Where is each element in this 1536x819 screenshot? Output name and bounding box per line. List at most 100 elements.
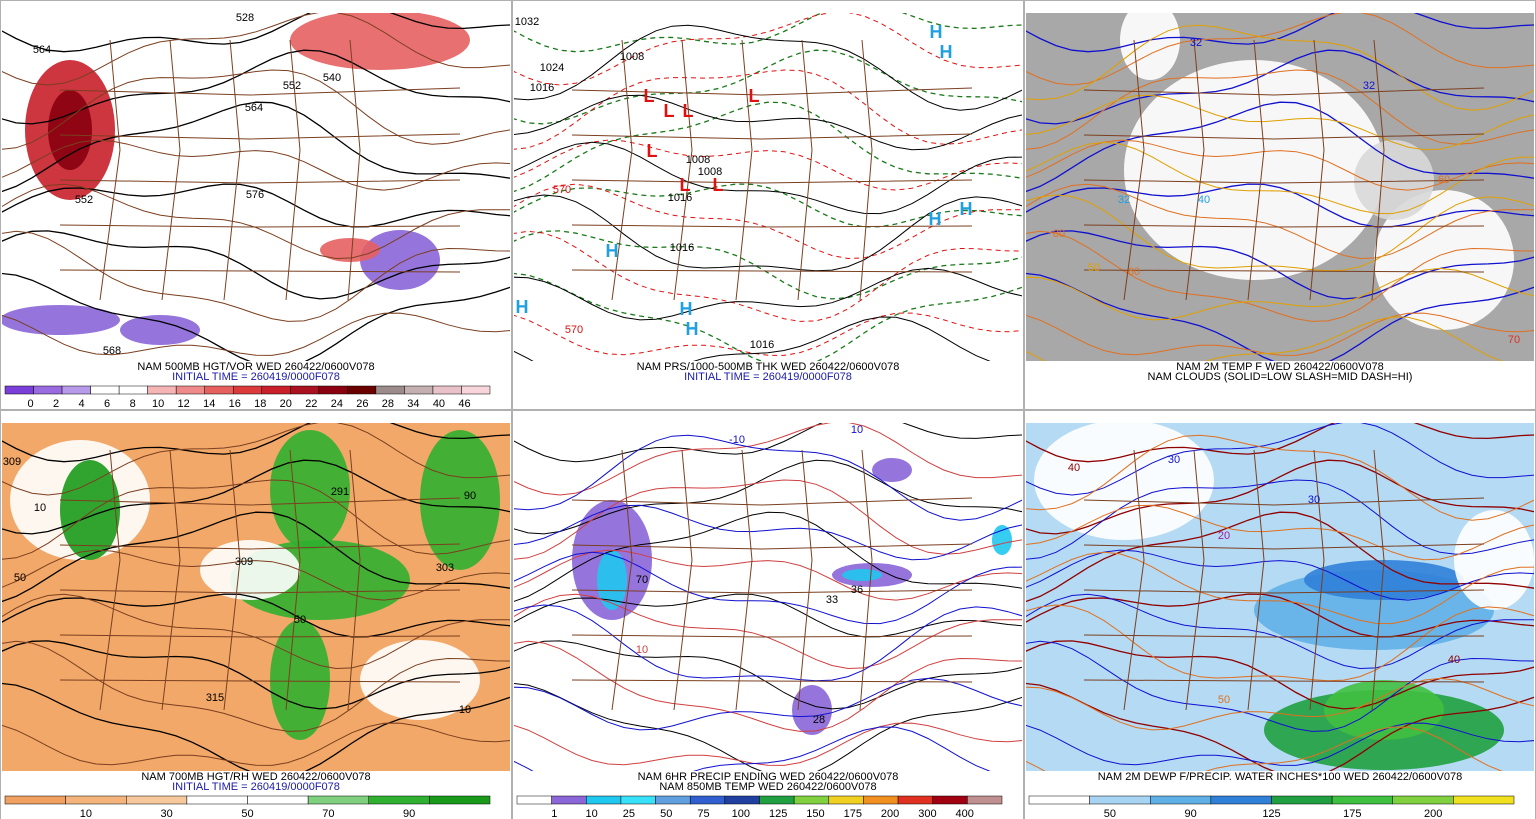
- border: [611, 449, 633, 711]
- border: [59, 133, 461, 140]
- contour: [1026, 316, 1503, 361]
- map-label: 1016: [668, 192, 692, 204]
- contour: [1026, 722, 1534, 766]
- contour: [1026, 423, 1534, 496]
- map-label: 70: [636, 574, 648, 586]
- colorbar-swatch: [61, 385, 91, 395]
- map-label: 576: [246, 189, 264, 201]
- map-label: H: [606, 241, 619, 261]
- colorbar-swatch: [689, 795, 726, 805]
- contour: [2, 549, 510, 601]
- map-label: L: [713, 175, 724, 195]
- colorbar-label: 22: [305, 398, 317, 410]
- contour: [2, 459, 510, 535]
- contour: [514, 604, 1022, 682]
- map-label: 10: [459, 704, 471, 716]
- colorbar-label: 10: [80, 808, 92, 819]
- map-label: 90: [464, 490, 476, 502]
- colorbar-swatch: [375, 385, 405, 395]
- contour: [514, 230, 1022, 322]
- map-label: 70: [1508, 334, 1520, 346]
- colorbar-label: 28: [382, 398, 394, 410]
- shaded-area: [120, 315, 200, 345]
- panel-border: [0, 410, 512, 819]
- border: [571, 589, 973, 594]
- panel: 32 32 32 40 50 60 70 80 60 NAM 2M TEMP F WED 2604…: [1024, 0, 1536, 410]
- colorbar-label: 1: [551, 808, 557, 819]
- map-label: 540: [323, 72, 341, 84]
- contour: [2, 13, 510, 86]
- contour: [1026, 604, 1534, 682]
- colorbar-swatch: [551, 795, 587, 805]
- border: [99, 449, 121, 711]
- contour: [1026, 434, 1534, 521]
- caption: NAM CLOUDS (SOLID=LOW SLASH=MID DASH=HI): [1148, 371, 1413, 383]
- contour: [514, 13, 1022, 86]
- colorbar-swatch: [126, 795, 188, 805]
- shaded-area: [597, 550, 627, 610]
- colorbar-swatch: [186, 795, 248, 805]
- contour: [2, 272, 510, 361]
- colorbar-label: 10: [152, 398, 164, 410]
- map-label: 570: [565, 324, 583, 336]
- contour: [514, 267, 1022, 321]
- colorbar-swatch: [347, 385, 377, 395]
- colorbar-swatch: [828, 795, 864, 805]
- contour: [2, 69, 510, 150]
- map-label: 40: [1068, 462, 1080, 474]
- contour: [1026, 267, 1534, 321]
- contour: [514, 13, 1022, 53]
- border: [1083, 589, 1485, 594]
- contour: [1026, 13, 1534, 53]
- contour: [514, 101, 1022, 193]
- colorbar-swatch: [1331, 795, 1393, 805]
- map-label: 309: [235, 556, 253, 568]
- shaded-area: [320, 238, 380, 262]
- border: [1371, 449, 1385, 711]
- border: [1309, 39, 1325, 301]
- border: [59, 224, 461, 228]
- border: [1083, 179, 1485, 184]
- border: [161, 39, 181, 301]
- map-label: 60: [1128, 266, 1140, 278]
- border: [59, 87, 461, 96]
- contour: [2, 183, 510, 260]
- contour: [514, 593, 1022, 670]
- contour: [514, 423, 1022, 463]
- map-label: 564: [33, 44, 51, 56]
- border: [59, 269, 461, 273]
- colorbar-label: 125: [769, 808, 787, 819]
- colorbar-swatch: [232, 385, 263, 395]
- colorbar-swatch: [1028, 795, 1090, 805]
- contour: [1026, 194, 1534, 272]
- contour: [514, 683, 1022, 771]
- colorbar-swatch: [432, 385, 462, 395]
- map-label: 30: [1308, 494, 1320, 506]
- colorbar-label: 10: [585, 808, 597, 819]
- map-label: 28: [813, 714, 825, 726]
- contour: [514, 551, 1022, 625]
- shaded-area: [1374, 190, 1514, 330]
- contour: [514, 139, 1022, 191]
- caption: INITIAL TIME = 260419/0000F078: [172, 371, 340, 383]
- colorbar-swatch: [516, 795, 552, 805]
- colorbar-label: 75: [697, 808, 709, 819]
- colorbar-label: 125: [1262, 808, 1280, 819]
- border: [161, 449, 181, 711]
- contour: [1026, 69, 1534, 150]
- map-label: H: [516, 297, 529, 317]
- border: [59, 543, 461, 550]
- border: [611, 39, 633, 301]
- border: [1123, 39, 1145, 301]
- colorbar-swatch: [461, 385, 491, 395]
- map-label: -10: [729, 434, 745, 446]
- shaded-area: [48, 90, 92, 170]
- border: [571, 634, 973, 638]
- border: [673, 39, 693, 301]
- contour: [514, 183, 1022, 260]
- contour: [1026, 593, 1534, 670]
- map-label: L: [644, 86, 655, 106]
- border: [1083, 133, 1485, 140]
- colorbar-swatch: [4, 385, 34, 395]
